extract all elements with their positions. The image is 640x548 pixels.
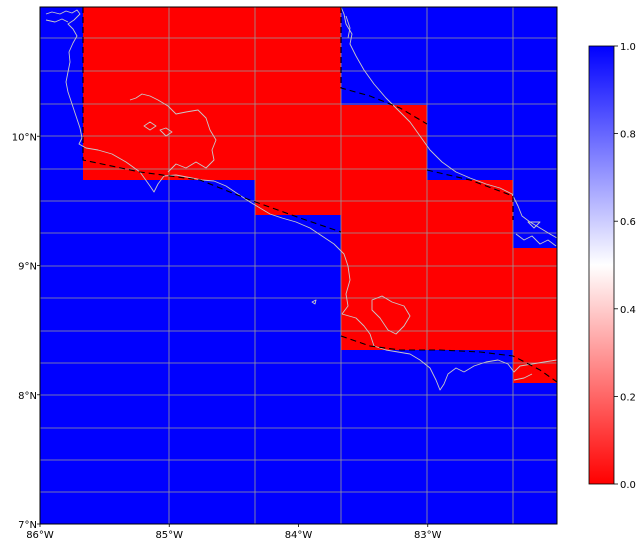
longitude-tick-label: 86°W [26,530,54,541]
colorbar-tick-label: 0.0 [620,480,636,491]
colorbar: 0.0 0.2 0.4 0.6 0.8 1.0 [588,42,636,491]
colorbar-tick-label: 0.2 [620,392,636,403]
red-cell [341,105,427,350]
latitude-tick-label: 9°N [18,262,37,273]
colorbar-tick-label: 1.0 [620,42,636,53]
latitude-tick-label: 8°N [18,391,37,402]
value-zero-region [83,7,557,383]
colorbar-gradient [588,45,615,485]
graticule [40,7,557,524]
latitude-tick-label: 7°N [18,520,37,531]
red-cell [513,350,557,383]
longitude-tick-label: 84°W [285,530,313,541]
longitude-tick-labels: 86°W 85°W 84°W 83°W [26,524,442,541]
latitude-tick-labels: 7°N 8°N 9°N 10°N [12,132,40,531]
red-cell [83,7,341,180]
map-panel [39,6,558,525]
longitude-tick-label: 83°W [414,530,442,541]
colorbar-tick-label: 0.8 [620,130,636,141]
dashed-boundary [82,7,558,383]
red-cell [427,180,513,350]
colorbar-tick-label: 0.6 [620,217,636,228]
coastline [45,7,557,391]
colorbar-ticks: 0.0 0.2 0.4 0.6 0.8 1.0 [614,42,636,491]
colorbar-tick-label: 0.4 [620,305,636,316]
red-cell [255,180,341,215]
longitude-tick-label: 85°W [155,530,183,541]
red-cell [513,248,557,350]
latitude-tick-label: 10°N [12,132,37,143]
